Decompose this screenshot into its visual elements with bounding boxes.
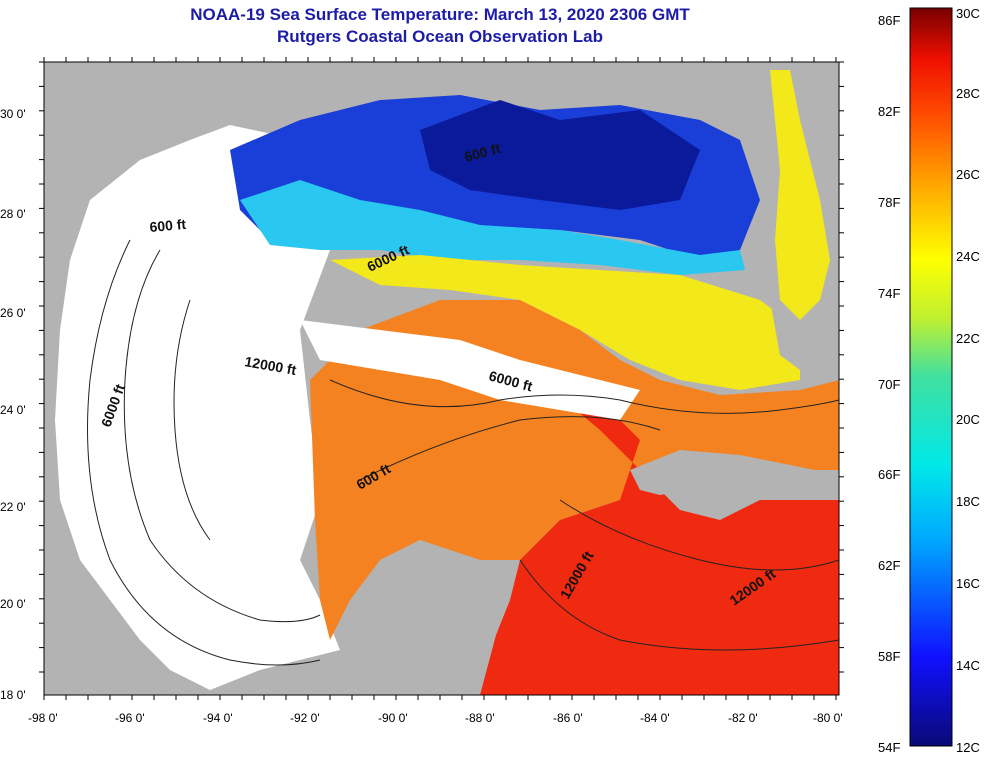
map-title: NOAA-19 Sea Surface Temperature: March 1… [190,5,690,24]
florida-coast-water [770,70,830,320]
bathymetry-contours [87,239,839,666]
colorbar-c-label: 18C [956,494,980,509]
red-water [480,380,839,695]
colorbar-c-label: 16C [956,576,980,591]
lon-label: -94 0' [203,711,233,725]
colorbar-c-label: 14C [956,658,980,673]
lon-label: -88 0' [465,711,495,725]
colorbar-celsius-labels: 30C 28C 26C 24C 22C 20C 18C 16C 14C 12C [956,6,980,755]
colorbar-c-label: 12C [956,740,980,755]
lon-label: -86 0' [553,711,583,725]
contour-label: 600 ft [149,216,187,235]
colorbar-f-label: 74F [878,286,900,301]
colorbar-f-label: 86F [878,13,900,28]
yucatan-land [350,540,520,695]
cyan-band [240,180,745,275]
cuba-land [630,450,839,500]
latitude-labels: 30 0' 28 0' 26 0' 24 0' 22 0' 20 0' 18 0… [0,107,26,702]
gulf-cloud-area [55,125,340,690]
colorbar-f-label: 58F [878,649,900,664]
lat-label: 20 0' [0,597,26,611]
map-subtitle: Rutgers Coastal Ocean Observation Lab [277,27,603,46]
colorbar-f-label: 82F [878,104,900,119]
colorbar [909,7,953,747]
colorbar-c-label: 30C [956,6,980,21]
colorbar-c-label: 22C [956,331,980,346]
colorbar-f-label: 62F [878,558,900,573]
lat-label: 26 0' [0,306,26,320]
colorbar-fahrenheit-labels: 86F 82F 78F 74F 70F 66F 62F 58F 54F [878,13,900,755]
colorbar-f-label: 78F [878,195,900,210]
colorbar-f-label: 54F [878,740,900,755]
orange-water [310,300,839,640]
lat-label: 18 0' [0,688,26,702]
axis-ticks [39,57,844,700]
map-frame [43,61,840,696]
lon-label: -96 0' [115,711,145,725]
lon-label: -80 0' [813,711,843,725]
lon-label: -84 0' [640,711,670,725]
lon-label: -92 0' [290,711,320,725]
lat-label: 24 0' [0,403,26,417]
longitude-labels: -98 0' -96 0' -94 0' -92 0' -90 0' -88 0… [28,711,843,725]
lat-label: 22 0' [0,500,26,514]
deep-blue-patch [420,100,700,210]
colorbar-c-label: 24C [956,249,980,264]
colorbar-c-label: 28C [956,86,980,101]
colorbar-f-label: 66F [878,467,900,482]
lat-label: 30 0' [0,107,26,121]
colorbar-c-label: 20C [956,412,980,427]
colorbar-f-label: 70F [878,377,900,392]
lon-label: -98 0' [28,711,58,725]
lon-label: -82 0' [728,711,758,725]
lon-label: -90 0' [378,711,408,725]
colorbar-c-label: 26C [956,167,980,182]
lat-label: 28 0' [0,207,26,221]
